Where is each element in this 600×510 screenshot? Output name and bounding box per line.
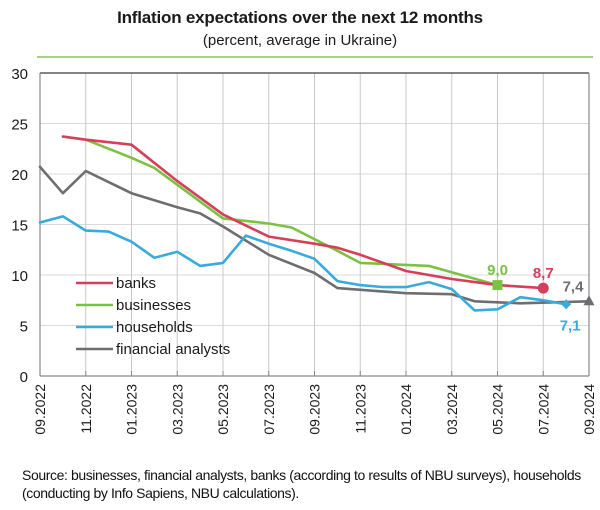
- end-marker-businesses: [492, 280, 503, 291]
- x-tick-label: 07.2023: [261, 384, 277, 435]
- series-line-businesses: [84, 138, 499, 287]
- legend: banks businesses households financial analy…: [76, 275, 230, 358]
- legend-label-households: households: [116, 319, 193, 336]
- legend-label-financial-analysts: financial analysts: [116, 341, 230, 358]
- line-chart: 0 5 10 15 20 25 30 09.2022 11.2022 01.2023 03.202…: [11, 66, 597, 435]
- end-marker-financial-analysts: [583, 295, 595, 306]
- source-note: Source: businesses, financial analysts, …: [22, 467, 581, 501]
- series-lines: [38, 135, 591, 312]
- end-label-financial-analysts: 7,4: [563, 278, 585, 295]
- x-tick-label: 03.2023: [169, 384, 185, 435]
- end-label-households: 7,1: [560, 317, 581, 334]
- chart-title: Inflation expectations over the next 12 …: [117, 8, 483, 27]
- end-label-businesses: 9,0: [487, 262, 508, 279]
- end-marker-households: [561, 299, 572, 310]
- series-line-financial-analysts: [38, 165, 591, 305]
- end-marker-banks: [537, 282, 549, 294]
- axes: [39, 72, 590, 377]
- x-tick-label: 11.2022: [78, 384, 94, 434]
- x-tick-label: 05.2023: [215, 384, 231, 435]
- x-tick-labels: 09.2022 11.2022 01.2023 03.2023 05.2023 07.20…: [32, 384, 597, 435]
- legend-label-banks: banks: [116, 275, 156, 292]
- x-tick-label: 09.2022: [32, 384, 48, 435]
- x-tick-label: 05.2024: [490, 384, 506, 435]
- x-tick-label: 09.2023: [307, 384, 323, 435]
- x-tick-label: 01.2024: [398, 384, 414, 435]
- x-tick-label: 07.2024: [535, 384, 551, 435]
- x-tick-label: 11.2023: [352, 384, 368, 434]
- legend-label-businesses: businesses: [116, 297, 191, 314]
- series-line-households: [38, 215, 568, 312]
- y-tick-label: 30: [11, 66, 28, 83]
- y-tick-labels: 0 5 10 15 20 25 30: [11, 66, 28, 386]
- y-tick-label: 25: [11, 117, 28, 134]
- y-tick-label: 15: [11, 218, 28, 235]
- series-line-banks: [61, 135, 545, 290]
- end-markers: [492, 280, 595, 310]
- grid: [40, 72, 589, 376]
- x-tick-label: 09.2024: [581, 384, 597, 435]
- y-tick-label: 5: [20, 319, 28, 336]
- y-tick-label: 10: [11, 268, 28, 285]
- chart-subtitle: (percent, average in Ukraine): [202, 32, 398, 49]
- end-labels: 8,7 9,0 7,1 7,4: [487, 262, 584, 334]
- title-divider: [37, 56, 593, 58]
- y-tick-label: 20: [11, 167, 28, 184]
- end-label-banks: 8,7: [533, 265, 554, 282]
- x-tick-label: 01.2023: [124, 384, 140, 435]
- y-tick-label: 0: [20, 369, 28, 386]
- x-tick-label: 03.2024: [444, 384, 460, 435]
